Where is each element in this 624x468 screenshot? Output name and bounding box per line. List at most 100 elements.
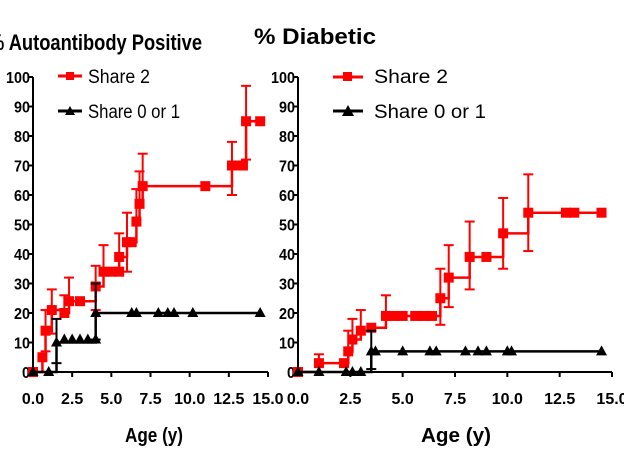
panel-autoantibody: % Autoantibody Positive 0 10 20 30 40 50 60 70 8… xyxy=(0,30,284,447)
data-point-triangle xyxy=(74,333,86,344)
legend-diabetic: Share 2 Share 0 or 1 xyxy=(333,67,486,123)
series-autoantibody xyxy=(27,84,266,377)
data-point-triangle xyxy=(459,345,471,356)
series-share2-autoantibody xyxy=(28,84,266,377)
data-point-triangle xyxy=(472,345,484,356)
x-tick-label-autoantibody: 0.0 xyxy=(22,391,44,408)
y-tick-label-autoantibody: 100 xyxy=(6,70,30,87)
series-share0or1-diabetic xyxy=(292,329,608,376)
panel-diabetic: % Diabetic 0 10 20 30 40 50 60 70 80 90 100 0.0 2.5 5… xyxy=(254,24,624,447)
data-point-square xyxy=(46,305,57,316)
data-point-triangle xyxy=(596,345,608,356)
data-point-square xyxy=(313,358,324,369)
chart-title-autoantibody: % Autoantibody Positive xyxy=(0,30,202,55)
y-tick-label-diabetic: 0 xyxy=(287,365,295,382)
data-point-triangle xyxy=(313,366,325,376)
data-point-square xyxy=(59,308,70,318)
y-tick-label-diabetic: 60 xyxy=(279,188,295,205)
data-point-square xyxy=(560,207,571,218)
data-point-triangle xyxy=(355,366,367,376)
x-tick-label-diabetic: 2.5 xyxy=(339,391,361,408)
data-point-triangle xyxy=(90,333,102,344)
data-point-triangle xyxy=(90,307,102,317)
data-point-triangle xyxy=(480,345,492,356)
data-point-triangle xyxy=(58,333,70,344)
data-point-triangle xyxy=(51,336,62,347)
x-tick-label-diabetic: 12.5 xyxy=(544,391,575,408)
data-point-square xyxy=(114,251,125,262)
data-point-square xyxy=(464,251,475,262)
y-tick-label-autoantibody: 80 xyxy=(14,129,30,146)
y-tick-label-diabetic: 70 xyxy=(279,159,295,176)
legend-label-share01-diabetic: Share 0 or 1 xyxy=(374,102,486,123)
y-tick-label-autoantibody: 70 xyxy=(14,159,30,176)
series-share2-diabetic xyxy=(293,173,607,377)
y-tick-label-diabetic: 100 xyxy=(271,70,295,87)
step-line xyxy=(33,120,261,374)
series-diabetic xyxy=(292,173,608,377)
data-point-square xyxy=(435,293,446,304)
data-point-square xyxy=(37,352,48,363)
data-point-square xyxy=(481,251,492,262)
y-tick-label-diabetic: 30 xyxy=(279,277,295,294)
y-tick-label-autoantibody: 40 xyxy=(14,247,30,264)
data-point-triangle xyxy=(152,307,164,317)
data-point-triangle xyxy=(27,366,39,376)
data-point-square xyxy=(596,207,607,218)
legend-label-share01: Share 0 or 1 xyxy=(88,102,180,123)
x-tick-label-autoantibody: 2.5 xyxy=(61,391,83,408)
data-point-square xyxy=(498,228,509,239)
data-point-triangle xyxy=(369,345,381,356)
x-tick-label-autoantibody: 10.0 xyxy=(174,391,205,408)
data-point-square xyxy=(75,296,85,307)
data-point-triangle xyxy=(346,366,358,376)
data-point-square xyxy=(137,181,148,192)
x-tick-label-diabetic: 10.0 xyxy=(492,391,523,408)
data-point-square xyxy=(339,358,350,369)
data-point-square xyxy=(443,272,454,283)
y-tick-label-diabetic: 90 xyxy=(279,100,295,117)
y-tick-label-autoantibody: 50 xyxy=(14,218,30,235)
data-point-square xyxy=(40,325,51,336)
y-tick-label-autoantibody: 0 xyxy=(22,365,30,382)
data-point-square xyxy=(255,116,266,127)
data-point-square xyxy=(569,207,580,218)
data-point-square xyxy=(237,160,248,171)
y-tick-label-autoantibody: 90 xyxy=(14,100,30,117)
data-point-square xyxy=(64,296,75,307)
data-point-square xyxy=(366,322,377,333)
data-point-square xyxy=(380,310,391,321)
data-point-triangle xyxy=(82,333,94,344)
y-tick-label-diabetic: 10 xyxy=(279,336,295,353)
x-axis-label-autoantibody: Age (y) xyxy=(125,425,183,447)
legend-autoantibody: Share 2 Share 0 or 1 xyxy=(58,67,180,123)
data-point-triangle xyxy=(506,345,518,356)
data-point-triangle xyxy=(187,307,199,317)
data-point-triangle xyxy=(66,333,78,344)
data-point-triangle xyxy=(430,345,442,356)
data-point-triangle xyxy=(43,366,55,376)
series-share0or1-autoantibody xyxy=(27,282,266,376)
data-point-square xyxy=(241,116,252,127)
x-tick-label-autoantibody: 5.0 xyxy=(100,391,122,408)
data-point-square xyxy=(355,325,366,336)
data-point-square xyxy=(418,310,429,321)
data-point-triangle xyxy=(130,307,142,317)
y-tick-label-autoantibody: 10 xyxy=(14,336,30,353)
data-point-triangle xyxy=(292,366,304,376)
y-tick-label-autoantibody: 30 xyxy=(14,277,30,294)
data-point-square xyxy=(114,266,125,277)
x-tick-label-autoantibody: 12.5 xyxy=(213,391,244,408)
data-point-square xyxy=(98,266,109,277)
x-tick-label-diabetic: 0.0 xyxy=(287,391,309,408)
data-point-square xyxy=(397,310,408,321)
y-tick-label-diabetic: 20 xyxy=(279,306,295,323)
y-tick-label-diabetic: 80 xyxy=(279,129,295,146)
data-point-square xyxy=(523,207,534,218)
data-point-square xyxy=(126,237,137,248)
x-tick-label-autoantibody: 15.0 xyxy=(252,391,283,408)
data-point-triangle xyxy=(397,345,409,356)
data-point-square xyxy=(106,266,117,277)
data-point-square xyxy=(426,310,437,321)
x-axis-label-diabetic: Age (y) xyxy=(421,425,491,447)
